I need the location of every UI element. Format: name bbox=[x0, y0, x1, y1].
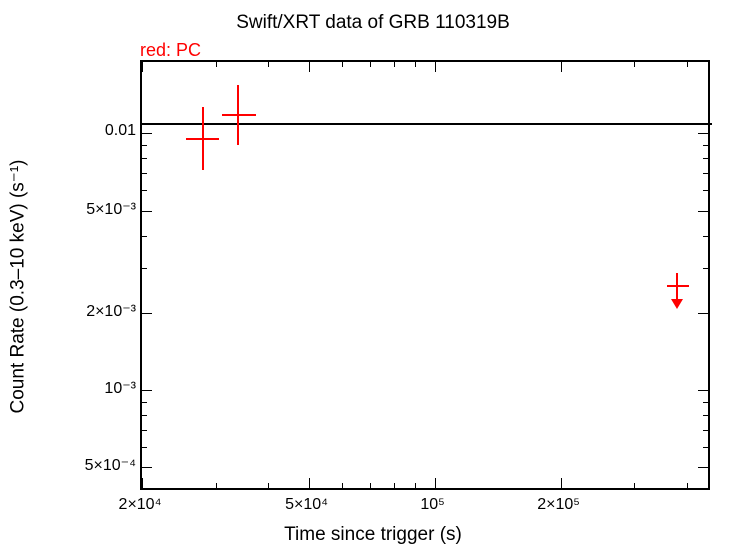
x-tick-minor bbox=[370, 62, 371, 67]
y-tick-minor bbox=[703, 268, 708, 269]
x-tick-minor bbox=[216, 62, 217, 67]
x-tick-minor bbox=[634, 62, 635, 67]
x-tick-minor bbox=[394, 483, 395, 488]
x-tick-major bbox=[309, 62, 310, 72]
x-tick-label: 2×10⁴ bbox=[119, 496, 162, 514]
x-tick-major bbox=[435, 478, 436, 488]
y-tick-minor bbox=[142, 447, 147, 448]
y-tick-minor bbox=[703, 415, 708, 416]
chart-container: Swift/XRT data of GRB 110319B red: PC Co… bbox=[0, 0, 746, 558]
x-tick-minor bbox=[415, 483, 416, 488]
y-tick-minor bbox=[703, 158, 708, 159]
x-tick-label: 2×10⁵ bbox=[537, 496, 580, 514]
y-tick-minor bbox=[142, 236, 147, 237]
x-tick-minor bbox=[216, 483, 217, 488]
y-tick-minor bbox=[703, 190, 708, 191]
x-axis-label: Time since trigger (s) bbox=[284, 524, 462, 546]
y-tick-minor bbox=[703, 173, 708, 174]
y-tick-label: 10⁻³ bbox=[104, 378, 136, 398]
model-line bbox=[142, 123, 712, 125]
y-tick-major bbox=[698, 390, 708, 391]
y-tick-major bbox=[698, 313, 708, 314]
plot-area bbox=[140, 60, 710, 490]
y-tick-minor bbox=[703, 402, 708, 403]
y-tick-major bbox=[142, 467, 152, 468]
y-tick-minor bbox=[142, 402, 147, 403]
y-tick-major bbox=[142, 133, 152, 134]
x-tick-minor bbox=[342, 62, 343, 67]
chart-title: Swift/XRT data of GRB 110319B bbox=[236, 12, 510, 34]
x-tick-minor bbox=[268, 483, 269, 488]
x-tick-minor bbox=[370, 483, 371, 488]
x-tick-label: 10⁵ bbox=[420, 496, 444, 514]
y-axis-label: Count Rate (0.3–10 keV) (s⁻¹) bbox=[7, 160, 30, 414]
y-tick-label: 5×10⁻³ bbox=[86, 199, 136, 219]
x-tick-minor bbox=[687, 483, 688, 488]
x-tick-minor bbox=[415, 62, 416, 67]
y-tick-major bbox=[142, 211, 152, 212]
y-tick-major bbox=[698, 133, 708, 134]
y-tick-minor bbox=[142, 268, 147, 269]
y-tick-major bbox=[142, 390, 152, 391]
error-bar-horizontal bbox=[186, 138, 219, 140]
upper-limit-arrow-icon bbox=[671, 299, 683, 309]
y-tick-major bbox=[698, 211, 708, 212]
y-tick-minor bbox=[703, 236, 708, 237]
error-bar-horizontal bbox=[222, 114, 257, 116]
y-tick-minor bbox=[142, 158, 147, 159]
y-tick-minor bbox=[703, 145, 708, 146]
legend-text: red: PC bbox=[140, 40, 201, 61]
y-tick-major bbox=[142, 313, 152, 314]
x-tick-major bbox=[142, 478, 143, 488]
x-tick-major bbox=[435, 62, 436, 72]
x-tick-major bbox=[561, 478, 562, 488]
x-tick-minor bbox=[342, 483, 343, 488]
error-bar-horizontal bbox=[667, 285, 688, 287]
x-tick-label: 5×10⁴ bbox=[285, 496, 328, 514]
x-tick-minor bbox=[687, 62, 688, 67]
y-tick-minor bbox=[142, 430, 147, 431]
y-tick-minor bbox=[142, 173, 147, 174]
y-tick-minor bbox=[703, 430, 708, 431]
y-tick-minor bbox=[142, 415, 147, 416]
x-tick-major bbox=[561, 62, 562, 72]
y-tick-label: 5×10⁻⁴ bbox=[85, 455, 136, 475]
x-tick-minor bbox=[634, 483, 635, 488]
y-tick-minor bbox=[703, 447, 708, 448]
x-tick-major bbox=[142, 62, 143, 72]
x-tick-minor bbox=[394, 62, 395, 67]
y-tick-major bbox=[698, 467, 708, 468]
x-tick-major bbox=[309, 478, 310, 488]
y-tick-minor bbox=[142, 145, 147, 146]
y-tick-label: 0.01 bbox=[105, 122, 136, 140]
x-tick-minor bbox=[268, 62, 269, 67]
y-tick-label: 2×10⁻³ bbox=[86, 301, 136, 321]
y-tick-minor bbox=[142, 190, 147, 191]
